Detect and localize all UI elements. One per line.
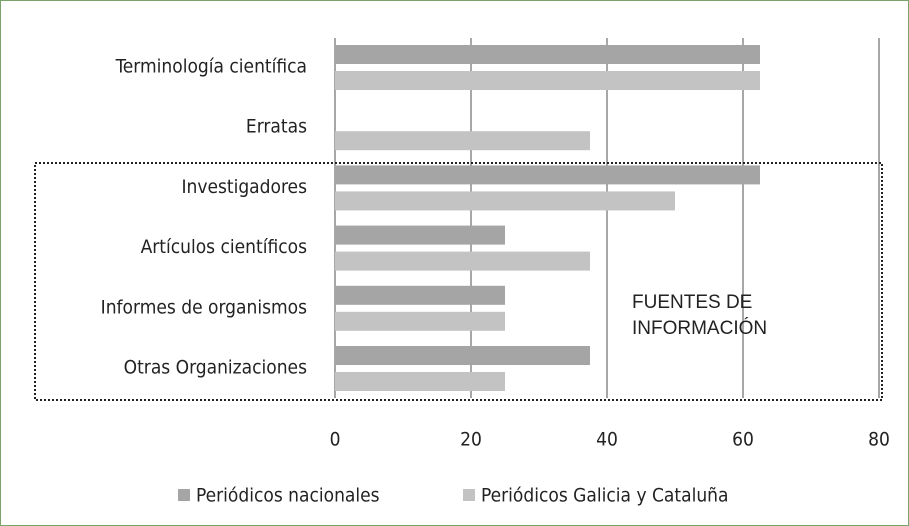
bar: [335, 285, 505, 305]
y-tick-label: Investigadores: [181, 176, 307, 198]
bar: [335, 372, 505, 391]
bar: [335, 131, 590, 151]
legend-swatch: [463, 489, 475, 501]
legend-label: Periódicos nacionales: [196, 485, 380, 507]
x-tick-label: 20: [460, 429, 482, 451]
bar: [335, 165, 760, 185]
bar: [335, 346, 590, 365]
bar: [335, 311, 505, 331]
legend-swatch: [178, 489, 190, 501]
bar: [335, 251, 590, 271]
bar: [335, 191, 675, 211]
bar: [335, 45, 760, 64]
x-tick-label: 80: [868, 429, 890, 451]
legend-label: Periódicos Galicia y Cataluña: [481, 485, 728, 507]
y-tick-label: Artículos científicos: [141, 236, 308, 258]
bar: [335, 71, 760, 90]
bar: [335, 225, 505, 245]
x-tick-label: 40: [596, 429, 618, 451]
annotation: FUENTES DE INFORMACIÓN: [632, 292, 768, 339]
x-tick-label: 0: [330, 429, 341, 451]
y-tick-label: Otras Organizaciones: [124, 357, 307, 379]
x-tick-label: 60: [732, 429, 754, 451]
y-tick-label: Informes de organismos: [101, 296, 307, 318]
y-tick-label: Terminología científica: [115, 56, 307, 78]
group-box: [34, 162, 883, 401]
y-tick-label: Erratas: [246, 116, 307, 138]
